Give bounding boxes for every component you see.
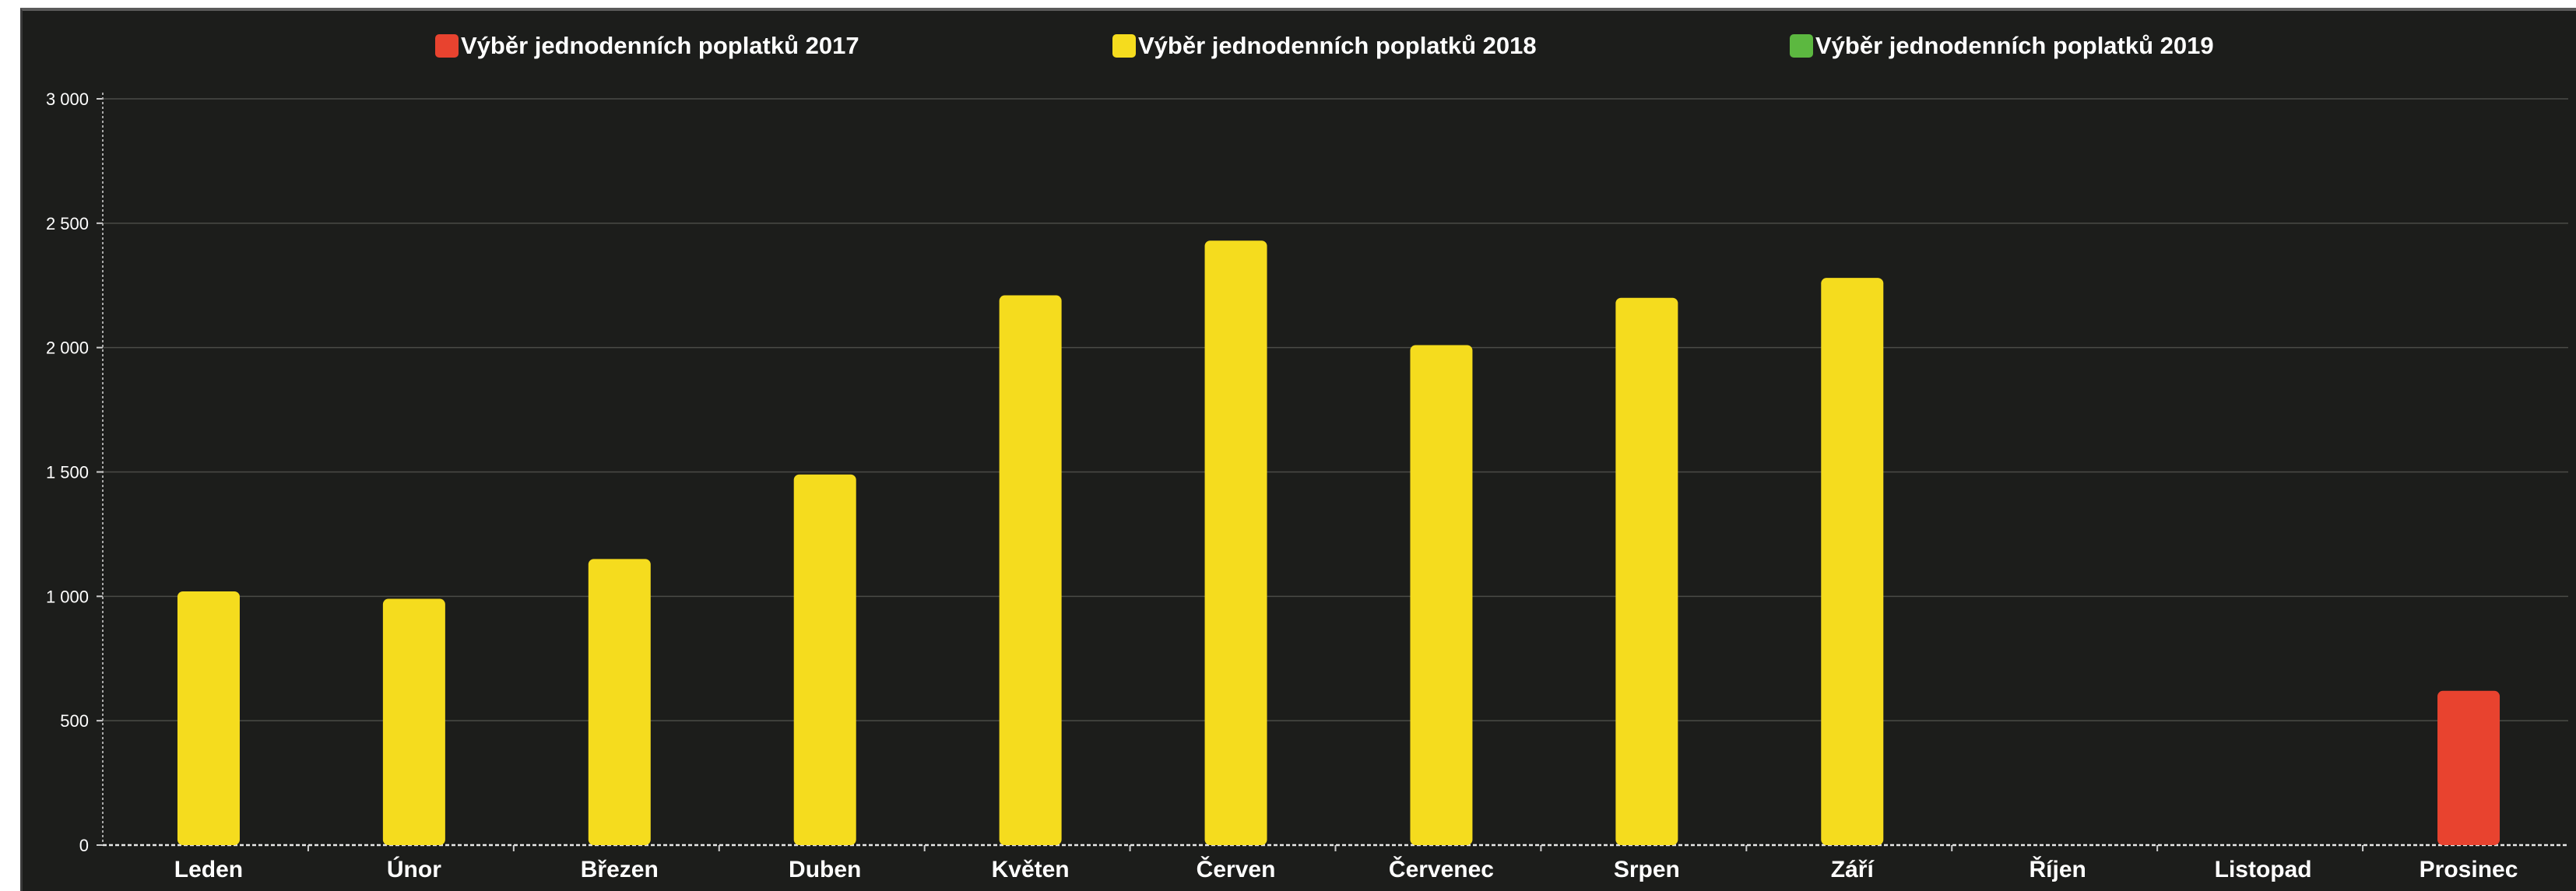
bar xyxy=(999,295,1062,846)
x-tick-label: Duben xyxy=(789,857,861,882)
bar xyxy=(588,559,651,845)
bar xyxy=(177,591,240,845)
bar xyxy=(1615,297,1678,845)
x-tick-label: Září xyxy=(1831,857,1875,882)
bar xyxy=(382,598,445,845)
legend: Výběr jednodenních poplatků 2017 Výběr je… xyxy=(435,32,2214,59)
legend-swatch xyxy=(435,34,459,58)
chart-panel: Výběr jednodenních poplatků 2017 Výběr je… xyxy=(20,8,2576,891)
x-tick-label: Červen xyxy=(1197,856,1276,882)
y-axis-ticks: 0 500 1 000 1 500 2 000 2 500 3 000 xyxy=(46,89,89,855)
bar-chart: Výběr jednodenních poplatků 2017 Výběr je… xyxy=(46,32,2568,882)
bar xyxy=(1204,240,1267,846)
y-tick-label: 1 000 xyxy=(46,587,89,606)
legend-swatch xyxy=(1790,34,1813,58)
bar xyxy=(1821,278,1884,845)
y-tick-label: 1 500 xyxy=(46,463,89,482)
bar xyxy=(1410,345,1473,846)
legend-label: Výběr jednodenních poplatků 2019 xyxy=(1815,32,2214,59)
y-tick-label: 2 500 xyxy=(46,214,89,233)
x-tick-label: Leden xyxy=(174,857,243,882)
y-tick-label: 500 xyxy=(60,711,89,731)
x-tick-label: Prosinec xyxy=(2420,857,2518,882)
legend-swatch xyxy=(1112,34,1136,58)
bar xyxy=(793,474,856,845)
legend-label: Výběr jednodenních poplatků 2017 xyxy=(461,32,859,59)
y-tick-label: 3 000 xyxy=(46,89,89,109)
x-tick-label: Srpen xyxy=(1614,857,1680,882)
legend-label: Výběr jednodenních poplatků 2018 xyxy=(1138,32,1537,59)
y-tick-label: 0 xyxy=(79,836,89,855)
bar-layer xyxy=(177,240,2500,846)
y-tick-label: 2 000 xyxy=(46,339,89,358)
x-tick-label: Březen xyxy=(581,857,659,882)
x-tick-label: Červenec xyxy=(1389,856,1494,882)
axis-layer xyxy=(97,93,2568,851)
x-axis-ticks: Leden Únor Březen Duben Květen Červen Červenec… xyxy=(174,856,2518,882)
x-tick-label: Květen xyxy=(992,857,1070,882)
x-tick-label: Říjen xyxy=(2030,856,2086,882)
x-tick-label: Listopad xyxy=(2215,857,2312,882)
bar xyxy=(2437,690,2500,845)
grid-layer xyxy=(103,98,2568,721)
x-tick-label: Únor xyxy=(387,856,441,882)
